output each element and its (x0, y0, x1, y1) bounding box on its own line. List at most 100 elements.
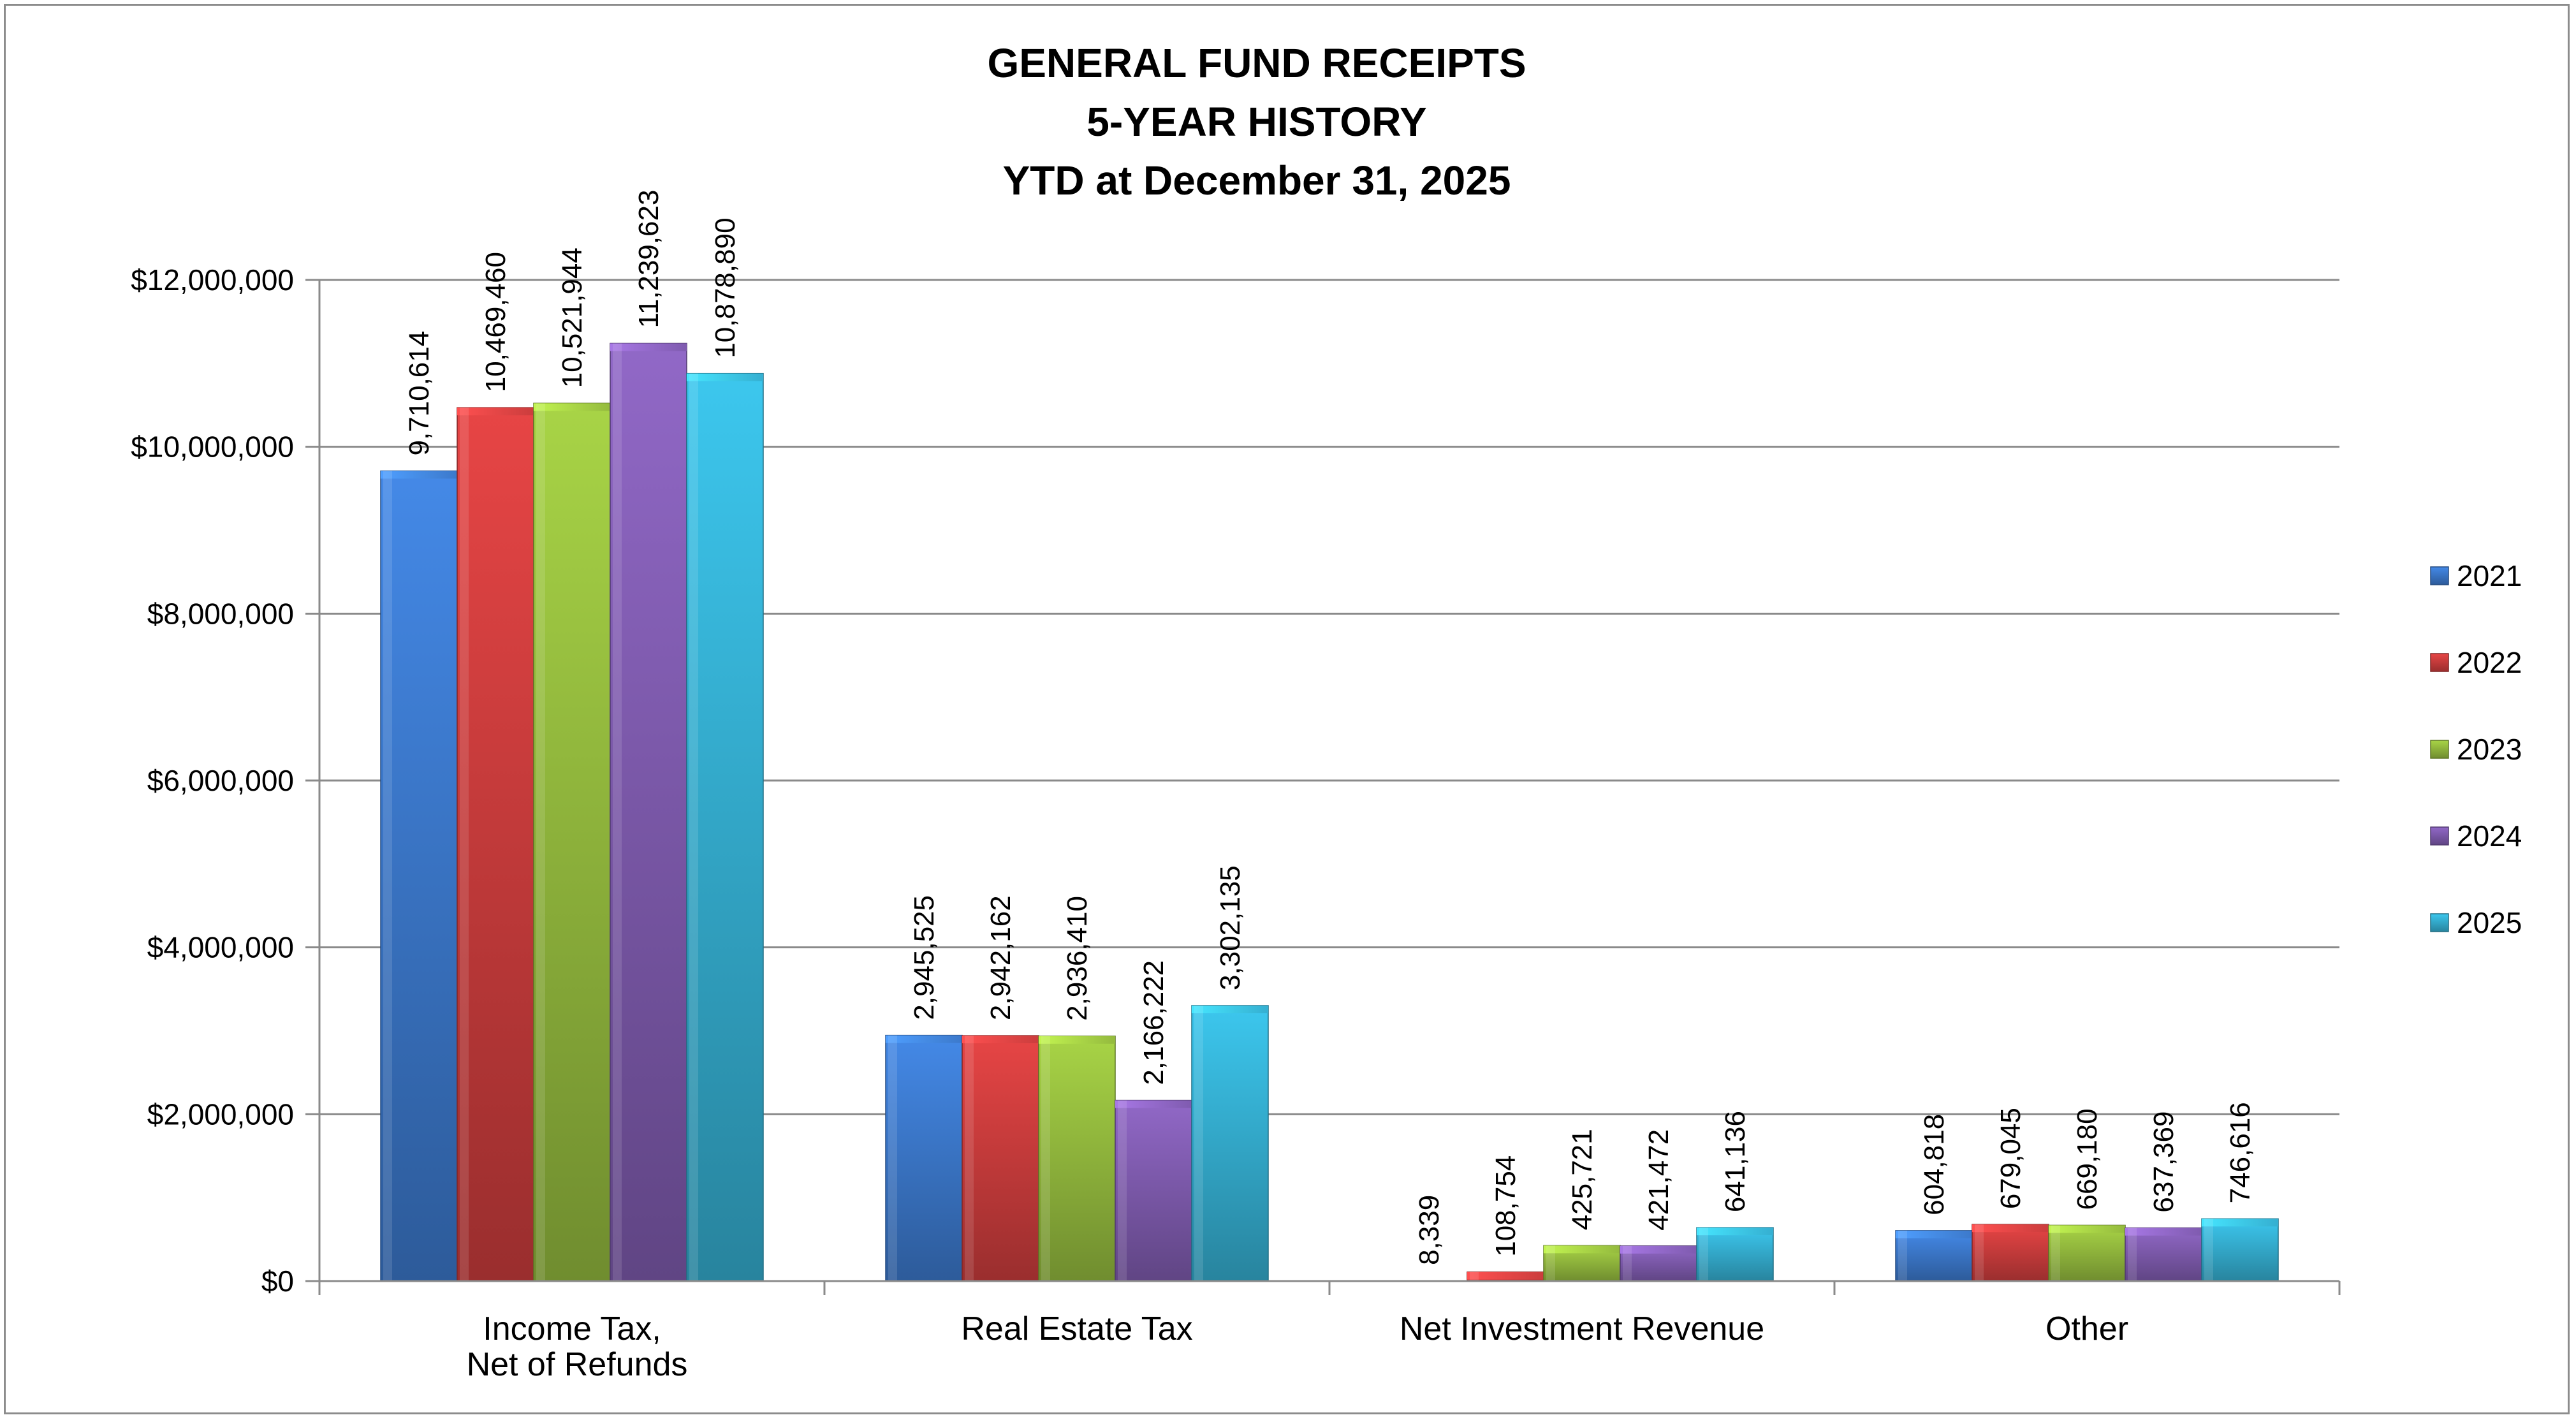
data-label: 421,472 (1643, 1129, 1674, 1231)
data-label: 637,369 (2148, 1111, 2179, 1213)
bar-highlight (1470, 1272, 1479, 1281)
legend-item-2021: 2021 (2430, 559, 2522, 592)
bar-2022-3 (1972, 1224, 2049, 1282)
bar-top (2049, 1225, 2125, 1233)
y-tick-label: $2,000,000 (147, 1097, 294, 1131)
bar-top (610, 343, 687, 351)
category-label: Real Estate Tax (961, 1310, 1192, 1347)
bar-2023-0 (533, 402, 611, 1282)
bar (1191, 1005, 1269, 1282)
bar-2024-3 (2125, 1227, 2202, 1282)
bar-2022-0 (457, 407, 534, 1282)
bar-top (1544, 1245, 1620, 1254)
legend-label: 2023 (2457, 733, 2522, 766)
chart-title-line: GENERAL FUND RECEIPTS (987, 40, 1526, 86)
category-label: Other (2045, 1310, 2128, 1347)
bar-highlight (2128, 1228, 2137, 1281)
y-tick-label: $8,000,000 (147, 597, 294, 630)
legend-swatch (2430, 826, 2449, 846)
data-label: 425,721 (1567, 1129, 1598, 1230)
bar-chart: GENERAL FUND RECEIPTS 5-YEAR HISTORY YTD a… (131, 40, 2522, 1383)
data-label: 746,616 (2225, 1102, 2256, 1203)
category-label: Net Investment Revenue (1400, 1310, 1764, 1347)
bar (1972, 1224, 2049, 1282)
bar-highlight (1041, 1036, 1050, 1281)
bar-highlight (2051, 1225, 2060, 1281)
bar-highlight (1194, 1005, 1203, 1281)
bar-top (2202, 1219, 2278, 1227)
bar-2021-0 (380, 470, 458, 1282)
bar-top (687, 373, 763, 381)
bar (2125, 1227, 2202, 1282)
legend: 2021 2022 2023 2024 2025 (2430, 559, 2522, 939)
bar-highlight (1975, 1224, 1984, 1281)
legend-label: 2025 (2457, 906, 2522, 939)
bar-2024-1 (1115, 1099, 1192, 1282)
bar-highlight (536, 403, 545, 1282)
bar-top (1620, 1245, 1697, 1254)
bar-2025-1 (1191, 1005, 1269, 1282)
bar-2025-2 (1696, 1227, 1774, 1282)
category-label: Net of Refunds (467, 1346, 688, 1383)
bar (610, 342, 687, 1282)
bar-highlight (1623, 1245, 1632, 1281)
bar (380, 470, 458, 1282)
bar-highlight (613, 343, 622, 1281)
category-label: Income Tax, (483, 1310, 661, 1347)
x-axis (318, 280, 2341, 1295)
bar-highlight (689, 373, 698, 1282)
bar-top (457, 407, 534, 416)
bar-top (2125, 1228, 2202, 1236)
bar-highlight (1699, 1228, 1708, 1281)
bar-top (886, 1035, 962, 1043)
data-label: 641,136 (1720, 1111, 1751, 1212)
legend-swatch (2430, 566, 2449, 585)
bar-2022-1 (962, 1035, 1039, 1282)
bar (2048, 1224, 2126, 1282)
bar (686, 372, 764, 1282)
data-label: 679,045 (1995, 1108, 2026, 1209)
bar-top (1192, 1005, 1268, 1013)
bar (457, 407, 534, 1282)
bar-top (1039, 1036, 1115, 1044)
bar-2025-3 (2201, 1218, 2279, 1282)
y-tick-label: $4,000,000 (147, 931, 294, 964)
bar-2024-2 (1620, 1245, 1697, 1282)
data-label: 108,754 (1490, 1155, 1521, 1257)
chart-title: GENERAL FUND RECEIPTS 5-YEAR HISTORY YTD a… (987, 40, 1526, 203)
bar-highlight (1546, 1245, 1555, 1281)
data-label: 2,166,222 (1138, 960, 1169, 1085)
chart-title-line: 5-YEAR HISTORY (1087, 99, 1426, 145)
bar (1696, 1227, 1774, 1282)
data-label: 2,936,410 (1062, 896, 1093, 1021)
bar-highlight (888, 1035, 897, 1281)
data-label: 8,339 (1414, 1195, 1445, 1265)
bar-2021-3 (1895, 1230, 1973, 1282)
chart-title-line: YTD at December 31, 2025 (1003, 158, 1511, 203)
bar (962, 1035, 1039, 1282)
bar-top (534, 403, 610, 411)
legend-item-2023: 2023 (2430, 733, 2522, 766)
bar-top (1697, 1228, 1773, 1236)
bar-top (1972, 1224, 2049, 1233)
legend-label: 2022 (2457, 646, 2522, 679)
bar-highlight (460, 407, 469, 1282)
bar-highlight (2204, 1219, 2213, 1281)
legend-item-2025: 2025 (2430, 906, 2522, 939)
y-tick-label: $0 (261, 1264, 294, 1298)
bar-top (381, 471, 457, 479)
data-label: 2,942,162 (985, 895, 1016, 1020)
bar-top (1896, 1230, 1972, 1238)
bar-highlight (965, 1036, 974, 1281)
bar-top (1115, 1100, 1192, 1108)
y-tick-label: $12,000,000 (131, 263, 294, 297)
data-labels: 9,710,614 2,945,525 604,818 10,469,460 2,942… (404, 190, 2256, 1265)
data-label: 10,469,460 (480, 252, 511, 392)
data-label: 604,818 (1919, 1114, 1950, 1215)
bar-2022-2 (1467, 1272, 1544, 1282)
bar-2023-3 (2048, 1224, 2126, 1282)
bar-2021-1 (885, 1034, 963, 1282)
y-tick-label: $6,000,000 (147, 764, 294, 797)
bar-2025-0 (686, 372, 764, 1282)
legend-label: 2024 (2457, 819, 2522, 853)
